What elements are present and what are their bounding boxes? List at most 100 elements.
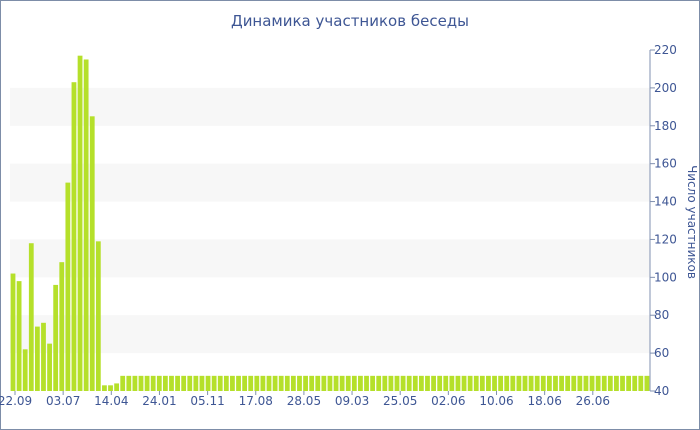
bar	[309, 375, 315, 391]
bar	[16, 281, 22, 391]
bar	[126, 375, 132, 391]
bar	[77, 55, 83, 392]
bar	[571, 375, 577, 391]
bar-series	[10, 55, 650, 392]
bar	[589, 375, 595, 391]
bar	[351, 375, 357, 391]
x-tick-label: 14.04	[94, 394, 128, 408]
bar	[181, 375, 187, 391]
bar	[10, 273, 16, 391]
bar	[120, 375, 126, 391]
bar	[266, 375, 272, 391]
bar	[71, 82, 77, 392]
bar	[614, 375, 619, 391]
bar	[242, 375, 248, 391]
bar	[205, 375, 211, 391]
bar	[394, 375, 400, 391]
bar	[144, 375, 150, 391]
bar	[162, 375, 168, 391]
bar	[278, 375, 284, 391]
bar	[187, 375, 193, 391]
y-tick-label: 180	[654, 119, 677, 133]
grid-band	[10, 239, 650, 278]
bar	[553, 375, 558, 391]
bar	[223, 375, 229, 391]
bar	[467, 375, 473, 391]
chart-title: Динамика участников беседы	[230, 12, 470, 30]
x-tick-label: 03.07	[46, 394, 80, 408]
x-tick-label: 24.01	[142, 394, 176, 408]
y-tick-label: 60	[654, 346, 669, 360]
bar	[534, 375, 540, 391]
y-tick-label: 220	[654, 43, 677, 57]
bar	[156, 375, 162, 391]
bar	[95, 241, 101, 391]
bar	[102, 385, 107, 391]
bar	[486, 375, 491, 391]
bar	[479, 375, 485, 391]
bar	[516, 375, 522, 391]
bar	[540, 375, 546, 391]
bar	[65, 182, 71, 391]
y-axis-ticks: 40 60 80 100 120 140 160 180 200 220	[650, 43, 677, 398]
x-tick-label: 28.05	[287, 394, 321, 408]
bar	[370, 375, 376, 391]
bar	[217, 375, 223, 391]
bar	[358, 375, 363, 391]
x-tick-label: 25.05	[383, 394, 417, 408]
bar	[638, 375, 644, 391]
bar	[388, 375, 394, 391]
bar	[364, 375, 369, 391]
bar	[406, 375, 412, 391]
bar	[528, 375, 534, 391]
bar	[199, 375, 205, 391]
bar	[230, 375, 235, 391]
y-tick-label: 40	[654, 384, 669, 398]
bar	[175, 375, 180, 391]
bar	[138, 375, 144, 391]
x-tick-label: 26.06	[576, 394, 610, 408]
bar	[47, 343, 52, 391]
bar	[626, 375, 632, 391]
bar	[41, 322, 46, 391]
bar	[400, 375, 406, 391]
x-tick-label: 22.09	[0, 394, 32, 408]
bar	[607, 375, 613, 391]
bar	[510, 375, 516, 391]
bar	[601, 375, 607, 391]
y-tick-label: 160	[654, 157, 677, 171]
bar	[339, 375, 345, 391]
bar	[150, 375, 156, 391]
bar	[632, 375, 638, 391]
bar	[473, 375, 479, 391]
bar	[303, 375, 308, 391]
bar	[89, 116, 95, 391]
bar	[546, 375, 552, 391]
bar	[297, 375, 302, 391]
bar	[315, 375, 321, 391]
x-tick-label: 09.03	[335, 394, 369, 408]
y-tick-label: 140	[654, 195, 677, 209]
bar	[449, 375, 455, 391]
bar	[345, 375, 351, 391]
y-tick-label: 80	[654, 308, 669, 322]
bar	[425, 375, 430, 391]
bar	[248, 375, 254, 391]
bar	[412, 375, 418, 391]
bar	[236, 375, 241, 391]
bar	[28, 243, 34, 391]
x-tick-label: 18.06	[527, 394, 561, 408]
bar	[34, 326, 40, 391]
bar	[22, 349, 28, 391]
y-axis-label: Число участников	[685, 165, 699, 279]
bar	[418, 375, 424, 391]
bar	[644, 375, 650, 391]
bar	[559, 375, 564, 391]
grid-band	[10, 315, 650, 354]
bar	[254, 375, 260, 391]
bar	[333, 375, 339, 391]
bar	[193, 375, 199, 391]
bar	[492, 375, 497, 391]
bar	[272, 375, 278, 391]
